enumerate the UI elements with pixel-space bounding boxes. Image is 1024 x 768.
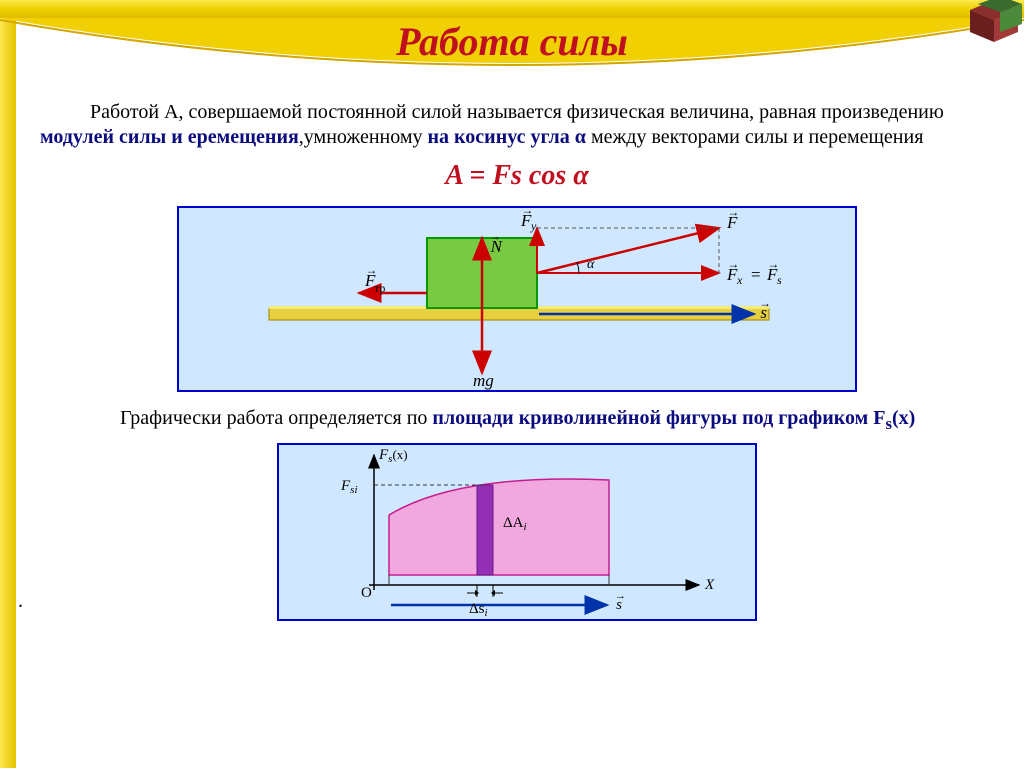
para1-bold2: на косинус угла α (428, 126, 586, 148)
svg-text:X: X (704, 577, 715, 593)
svg-text:s: s (777, 273, 782, 287)
svg-text:=: = (751, 265, 761, 284)
svg-text:N→: N→ (489, 229, 504, 256)
svg-text:Fsi: Fsi (340, 478, 358, 496)
para1-bold1: модулей силы и еремещения (40, 126, 299, 148)
work-area-graph: Fs(x) Fsi ΔAi Δsi O X s→ (277, 443, 757, 621)
svg-text:F→: F→ (726, 208, 739, 232)
svg-text:тр: тр (374, 281, 385, 295)
para2-boldtail: (x) (892, 407, 915, 429)
svg-text:mg: mg (473, 371, 494, 390)
svg-text:α: α (587, 257, 595, 272)
graphic-paragraph: Графически работа определяется по площад… (60, 406, 994, 435)
svg-text:x: x (736, 273, 743, 287)
para1-tail: между векторами силы и перемещения (586, 126, 923, 148)
stray-dot: . (18, 590, 23, 613)
work-formula: A = Fs cos α (40, 160, 994, 192)
page-title: Работа силы (0, 18, 1024, 65)
para2-lead: Графически работа определяется по (120, 407, 432, 429)
svg-text:O: O (361, 585, 372, 601)
svg-text:s→: s→ (615, 590, 626, 613)
force-diagram: F→ тр N→ F→ y F→ α F→ x = F→ s mg s→ (177, 206, 857, 392)
definition-paragraph: Работой А, совершаемой постоянной силой … (40, 100, 994, 150)
para1-mid: ,умноженному (299, 126, 428, 148)
top-decor-band (0, 0, 1024, 18)
svg-text:Fs(x): Fs(x) (378, 447, 408, 465)
svg-text:y: y (530, 219, 537, 233)
svg-text:Δsi: Δsi (469, 601, 488, 619)
left-decor-band (0, 0, 16, 768)
content-area: Работой А, совершаемой постоянной силой … (40, 100, 994, 635)
svg-text:ΔAi: ΔAi (503, 515, 527, 533)
para1-lead: Работой А, совершаемой постоянной силой … (90, 101, 944, 123)
para2-bold: площади криволинейной фигуры под графико… (432, 407, 885, 429)
